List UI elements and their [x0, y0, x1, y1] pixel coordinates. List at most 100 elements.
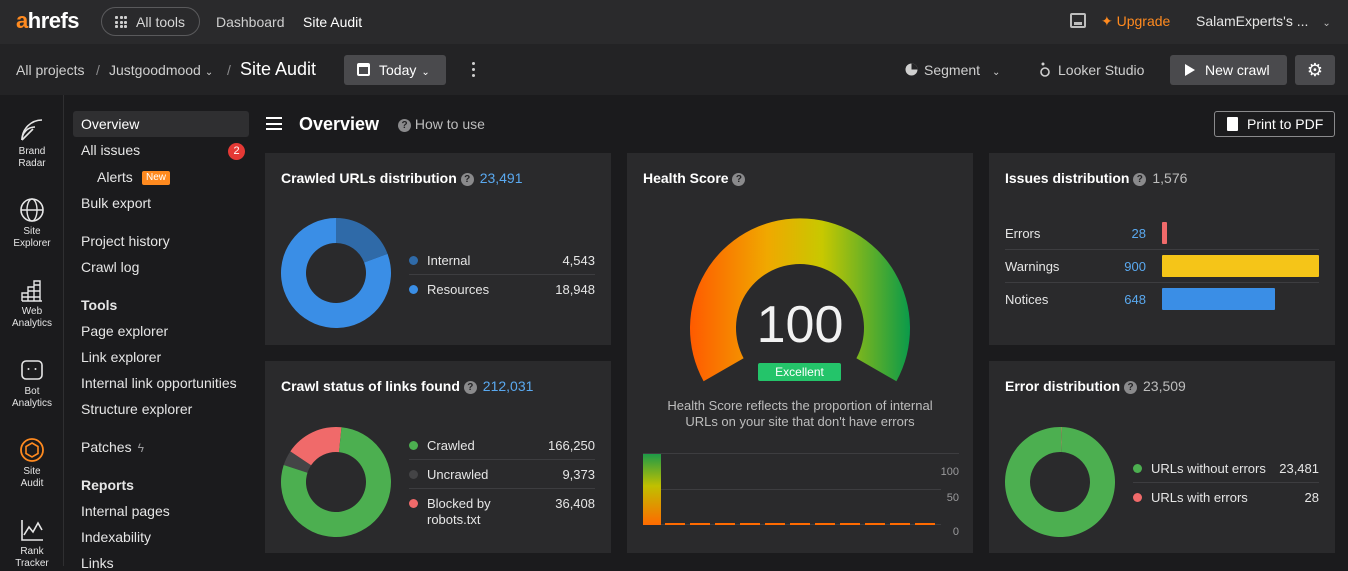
upgrade-link[interactable]: ✦ Upgrade	[1101, 13, 1171, 29]
sidebar-item-all-issues[interactable]: All issues	[81, 142, 141, 158]
sidebar-item-indexability[interactable]: Indexability	[81, 529, 152, 545]
download-icon	[1227, 117, 1238, 131]
legend-blocked-value[interactable]: 36,408	[555, 496, 595, 511]
legend-dot	[409, 256, 418, 265]
legend-internal[interactable]: Internal	[409, 253, 470, 268]
legend-resources-value[interactable]: 18,948	[555, 282, 595, 297]
segment-dropdown[interactable]: Segment ⌄	[905, 62, 1000, 78]
sidebar-item-alerts[interactable]: Alerts	[97, 169, 133, 185]
play-icon	[1185, 64, 1195, 76]
rail-site-audit[interactable]: Site Audit	[0, 437, 64, 490]
rail-site-explorer[interactable]: Site Explorer	[0, 197, 64, 250]
settings-button[interactable]: ⚙	[1295, 55, 1335, 85]
crumb-all-projects[interactable]: All projects	[16, 62, 85, 78]
rail-brand-radar[interactable]: Brand Radar	[0, 117, 64, 170]
sidebar-item-link-explorer[interactable]: Link explorer	[81, 349, 162, 365]
issues-warnings-value[interactable]: 900	[1124, 259, 1146, 274]
history-bar	[643, 454, 661, 525]
donut-slice[interactable]	[1005, 427, 1115, 537]
rail-web-analytics[interactable]: Web Analytics	[0, 277, 64, 330]
help-icon: ?	[732, 173, 746, 186]
axis-label: 0	[952, 526, 959, 538]
axis-label: 100	[940, 466, 959, 478]
legend-resources[interactable]: Resources	[409, 282, 489, 297]
legend-urls-with-errors[interactable]: URLs with errors	[1133, 490, 1248, 505]
crawled-urls-total[interactable]: 23,491	[479, 170, 523, 186]
crawl-status-total[interactable]: 212,031	[482, 378, 534, 394]
sidebar-item-crawl-log[interactable]: Crawl log	[81, 259, 140, 275]
sidebar-item-internal-pages[interactable]: Internal pages	[81, 503, 170, 519]
donut-slice[interactable]	[290, 427, 342, 466]
rail-rank-tracker[interactable]: Rank Tracker	[0, 517, 64, 570]
nav-site-audit[interactable]: Site Audit	[303, 14, 363, 30]
issues-total: 1,576	[1152, 170, 1188, 186]
sidebar-item-links[interactable]: Links	[81, 555, 114, 571]
legend-dot	[409, 285, 418, 294]
legend-uncrawled-value[interactable]: 9,373	[562, 467, 595, 482]
all-tools-button[interactable]: All tools	[101, 7, 200, 36]
legend-urls-with-errors-value[interactable]: 28	[1304, 490, 1319, 505]
card-title: Error distribution ? 23,509	[1005, 378, 1186, 394]
how-to-use-link[interactable]: ? How to use	[398, 116, 485, 132]
error-distribution-donut	[1005, 427, 1115, 537]
chevron-down-icon: ⌄	[421, 67, 430, 78]
ahrefs-logo[interactable]: ahrefs	[16, 8, 80, 33]
looker-studio-button[interactable]: Looker Studio	[1040, 62, 1144, 78]
sidebar-item-structure-explorer[interactable]: Structure explorer	[81, 401, 193, 417]
issues-warnings-bar	[1162, 255, 1319, 277]
issues-row-notices[interactable]: Notices	[1005, 292, 1049, 307]
issues-errors-value[interactable]: 28	[1131, 226, 1146, 241]
card-title: Crawl status of links found ? 212,031	[281, 378, 534, 394]
gauge-arc	[690, 218, 910, 382]
legend-dot	[409, 499, 418, 508]
product-rail: Brand Radar Site Explorer Web Analytics Bot…	[0, 95, 64, 569]
menu-icon[interactable]	[266, 117, 282, 130]
crumb-separator: /	[227, 62, 231, 78]
crumb-separator: /	[96, 62, 100, 78]
sidebar-item-bulk-export[interactable]: Bulk export	[81, 195, 152, 211]
date-picker-button[interactable]: Today ⌄	[344, 55, 446, 85]
monitor-icon[interactable]	[1070, 13, 1086, 28]
sidebar-item-internal-link-opportunities[interactable]: Internal link opportunities	[81, 375, 237, 391]
brand-radar-icon	[21, 119, 43, 141]
legend-uncrawled[interactable]: Uncrawled	[409, 467, 488, 482]
more-options-icon[interactable]	[472, 62, 476, 78]
donut-slice[interactable]	[281, 427, 391, 537]
site-audit-icon	[20, 438, 44, 462]
legend-dot	[409, 441, 418, 450]
legend-crawled-value[interactable]: 166,250	[548, 438, 595, 453]
crawl-status-card: Crawl status of links found ? 212,031 Cra…	[265, 361, 611, 553]
donut-slice[interactable]	[281, 218, 391, 328]
legend-urls-without-errors[interactable]: URLs without errors	[1133, 461, 1266, 476]
print-label: Print to PDF	[1247, 116, 1324, 132]
issues-notices-value[interactable]: 648	[1124, 292, 1146, 307]
nav-dashboard[interactable]: Dashboard	[216, 14, 285, 30]
issues-row-errors[interactable]: Errors	[1005, 226, 1041, 241]
issues-count-badge: 2	[228, 143, 245, 160]
legend-crawled[interactable]: Crawled	[409, 438, 475, 453]
gridline	[661, 489, 941, 490]
sidebar-item-overview[interactable]: Overview	[81, 116, 140, 132]
legend-blocked[interactable]: Blocked by	[409, 496, 491, 511]
help-icon: ?	[1133, 173, 1147, 186]
page-title: Site Audit	[240, 59, 317, 79]
rail-bot-analytics[interactable]: Bot Analytics	[0, 357, 64, 410]
crumb-project[interactable]: Justgoodmood ⌄	[109, 62, 214, 78]
print-to-pdf-button[interactable]: Print to PDF	[1214, 111, 1335, 137]
account-menu[interactable]: SalamExperts's ... ⌄	[1196, 13, 1331, 29]
sidebar-item-page-explorer[interactable]: Page explorer	[81, 323, 169, 339]
history-baseline	[665, 523, 935, 525]
donut-slice[interactable]	[336, 218, 388, 263]
legend-urls-without-errors-value[interactable]: 23,481	[1279, 461, 1319, 476]
sidebar-item-project-history[interactable]: Project history	[81, 233, 170, 249]
error-distribution-card: Error distribution ? 23,509 URLs without …	[989, 361, 1335, 553]
crawled-urls-donut	[281, 218, 391, 328]
donut-slice[interactable]	[283, 451, 312, 473]
new-crawl-button[interactable]: New crawl	[1170, 55, 1287, 85]
legend-dot	[1133, 493, 1142, 502]
issues-row-warnings[interactable]: Warnings	[1005, 259, 1060, 274]
health-score-card: Health Score ? 100 Health Score reflects…	[627, 153, 973, 553]
legend-internal-value[interactable]: 4,543	[562, 253, 595, 268]
sidebar-item-patches[interactable]: Patches ϟ	[81, 439, 144, 455]
chevron-down-icon: ⌄	[1322, 18, 1331, 29]
